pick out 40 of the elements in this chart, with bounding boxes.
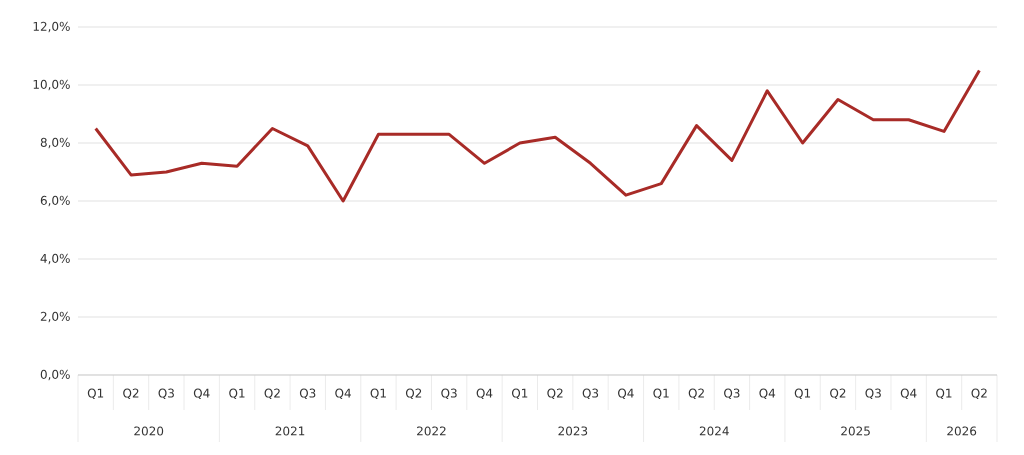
x-tick-label: Q2 (123, 388, 139, 399)
x-tick-label: Q2 (971, 388, 987, 399)
text: 2023 (558, 426, 588, 436)
y-tick-label: 6,0% (40, 195, 70, 207)
x-tick-label: Q2 (405, 388, 422, 399)
text: 2026 (947, 426, 977, 436)
x-tick-label: Q4 (476, 388, 493, 399)
x-tick-label: Q2 (830, 388, 846, 399)
x-tick-label: Q3 (441, 388, 457, 399)
x-tick-label: Q2 (688, 388, 704, 399)
text: 2022 (417, 426, 446, 436)
x-tick-label: Q1 (936, 388, 952, 399)
x-tick-label: Q2 (264, 388, 280, 399)
x-tick-label: Q3 (724, 388, 740, 399)
text: 2021 (275, 426, 305, 436)
text: 2024 (699, 426, 729, 436)
x-tick-label: Q1 (653, 388, 669, 399)
text: 2020 (134, 426, 164, 436)
x-tick-label: Q1 (794, 388, 811, 399)
y-tick-label: 10,0% (33, 79, 70, 91)
x-tick-label: Q1 (229, 388, 245, 399)
text: 2025 (841, 426, 870, 436)
x-tick-label: Q4 (900, 388, 917, 399)
y-tick-label: 4,0% (40, 253, 70, 265)
y-tick-label: 8,0% (40, 137, 70, 149)
x-tick-label: Q4 (759, 388, 776, 399)
x-tick-label: Q4 (618, 388, 634, 399)
x-tick-label: Q3 (299, 388, 316, 399)
y-tick-label: 2,0% (40, 311, 70, 323)
x-tick-label: Q1 (511, 388, 528, 399)
y-tick-label: 0,0% (40, 369, 70, 381)
x-tick-label: Q1 (87, 388, 104, 399)
x-tick-label: Q3 (158, 388, 174, 399)
x-tick-label: Q3 (865, 388, 881, 399)
x-tick-label: Q4 (335, 388, 351, 399)
x-tick-label: Q4 (193, 388, 210, 399)
x-tick-label: Q2 (547, 388, 563, 399)
x-tick-label: Q3 (582, 388, 599, 399)
y-tick-label: 12,0% (33, 21, 70, 33)
x-tick-label: Q1 (370, 388, 386, 399)
